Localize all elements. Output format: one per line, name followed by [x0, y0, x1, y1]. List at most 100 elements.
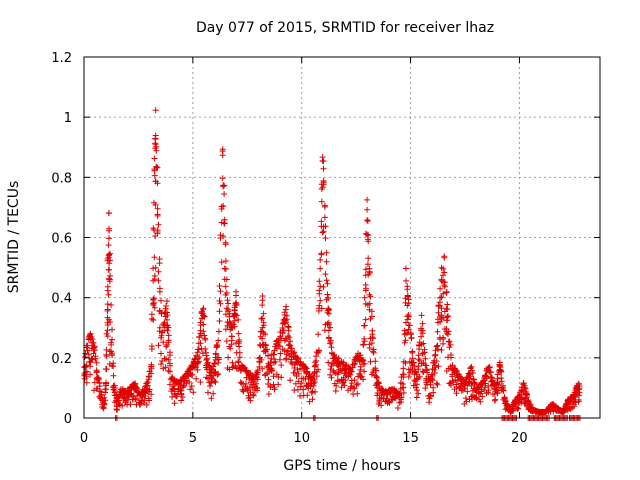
data-point: [327, 371, 334, 378]
data-point: [94, 374, 101, 381]
data-point: [378, 402, 385, 409]
data-point: [96, 383, 103, 390]
data-point: [431, 352, 438, 359]
data-point: [321, 202, 328, 209]
data-point: [351, 377, 358, 384]
data-point: [364, 217, 371, 224]
data-point: [320, 177, 327, 184]
data-point: [156, 285, 163, 292]
data-point: [178, 397, 185, 404]
data-point: [219, 148, 226, 155]
data-point: [467, 373, 474, 380]
data-point: [341, 382, 348, 389]
data-point: [262, 331, 269, 338]
data-point: [233, 301, 240, 308]
data-point: [200, 321, 207, 328]
data-point: [576, 397, 582, 403]
data-point: [324, 280, 331, 287]
data-point: [225, 354, 232, 361]
data-point: [421, 349, 428, 356]
data-point: [265, 352, 271, 359]
data-point: [260, 322, 267, 329]
data-point: [432, 364, 439, 371]
data-point: [243, 380, 249, 387]
data-point: [312, 388, 319, 395]
data-point: [400, 389, 407, 396]
data-point: [148, 343, 155, 350]
data-point: [435, 346, 441, 353]
data-point: [127, 401, 134, 408]
data-point: [374, 379, 381, 386]
data-point: [410, 359, 417, 366]
data-point: [317, 283, 324, 290]
data-point: [201, 313, 208, 320]
data-point: [259, 365, 266, 372]
x-tick-label: 15: [402, 431, 419, 446]
data-point: [148, 391, 155, 398]
data-point: [154, 211, 161, 218]
data-point: [364, 261, 371, 268]
data-point: [322, 271, 329, 278]
data-point: [265, 376, 272, 383]
data-point: [294, 386, 301, 393]
data-point: [362, 287, 369, 294]
data-point: [406, 322, 413, 329]
data-point: [146, 397, 153, 404]
data-point: [189, 371, 196, 378]
data-point: [119, 402, 126, 409]
data-point: [432, 351, 439, 358]
data-point: [143, 401, 150, 408]
data-point: [438, 305, 445, 312]
data-point: [152, 201, 159, 208]
data-point: [283, 336, 290, 343]
data-point: [232, 362, 239, 369]
data-point: [232, 311, 239, 318]
data-point: [319, 229, 326, 236]
data-point: [458, 387, 465, 394]
data-point: [351, 385, 358, 392]
data-point: [520, 380, 527, 386]
data-point: [267, 384, 274, 391]
data-point: [408, 334, 415, 341]
data-point: [317, 256, 324, 263]
data-point: [165, 337, 172, 344]
tick-labels: 0 0.2 0.4 0.6 0.8 1 1.2 0 5 10 15 20: [51, 51, 527, 446]
data-point: [440, 265, 447, 272]
data-point: [470, 376, 477, 383]
data-point: [497, 364, 504, 371]
data-point: [325, 327, 332, 334]
data-point: [402, 360, 409, 367]
data-point: [362, 266, 369, 273]
data-point: [137, 400, 144, 407]
data-point: [321, 214, 328, 221]
data-point: [146, 386, 153, 393]
data-point: [105, 291, 112, 298]
data-point: [221, 191, 228, 197]
data-point: [233, 288, 239, 295]
data-point: [250, 392, 257, 399]
data-point: [354, 390, 361, 397]
data-point: [106, 227, 113, 234]
data-point: [571, 403, 577, 410]
data-point: [148, 315, 155, 322]
data-point: [220, 203, 227, 209]
data-point: [419, 320, 426, 327]
data-point: [364, 231, 371, 238]
data-point: [186, 379, 193, 385]
data-point: [428, 393, 434, 399]
data-point: [361, 322, 368, 329]
data-point: [294, 366, 301, 373]
data-point: [170, 383, 177, 389]
data-point: [247, 397, 254, 404]
data-point: [164, 342, 170, 348]
data-point: [139, 394, 146, 401]
data-point: [110, 360, 117, 367]
data-point: [317, 265, 324, 272]
data-point: [216, 318, 223, 324]
data-point: [275, 339, 282, 346]
data-point: [102, 397, 109, 404]
data-point: [224, 297, 231, 304]
data-point: [155, 277, 162, 284]
data-point: [82, 369, 89, 376]
data-point: [109, 352, 116, 359]
